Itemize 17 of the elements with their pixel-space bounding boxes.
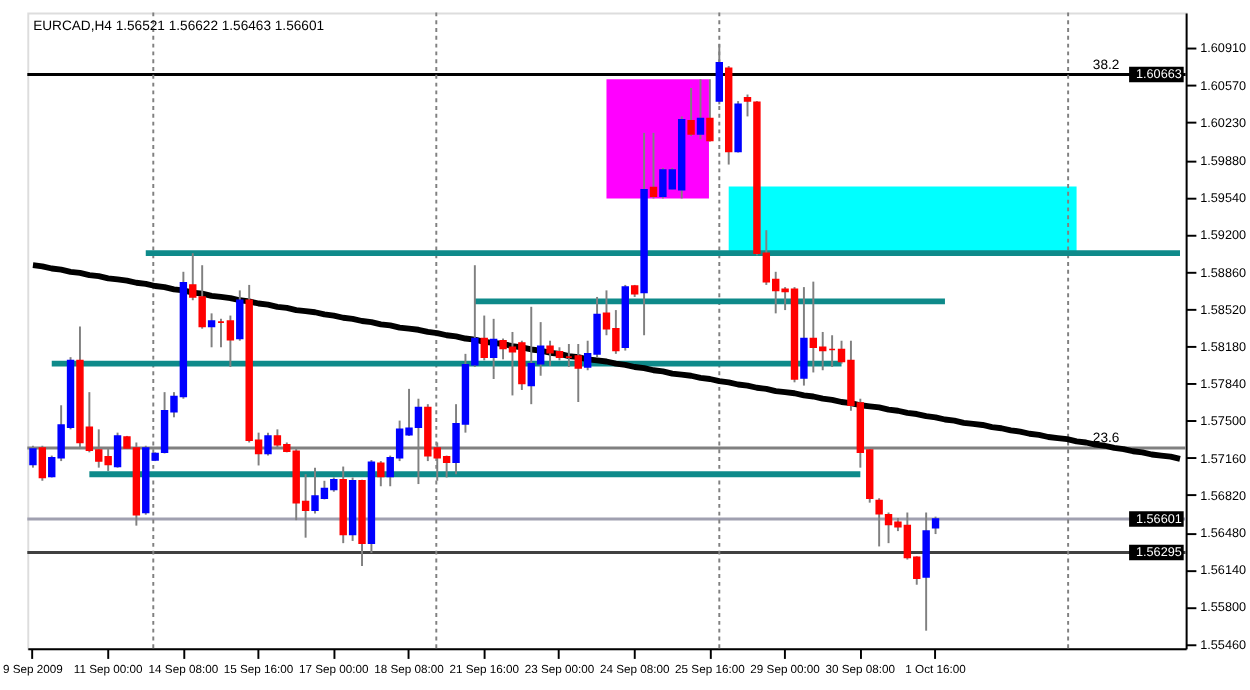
candlestick: [875, 497, 883, 548]
candlestick: [236, 289, 244, 342]
candlestick: [922, 511, 930, 632]
candlestick: [489, 317, 498, 380]
candlestick: [649, 131, 658, 200]
candlestick: [696, 78, 705, 141]
candlestick: [706, 78, 714, 143]
candlestick: [377, 460, 385, 488]
candlestick: [809, 280, 818, 374]
candlestick: [226, 314, 235, 368]
candlestick: [207, 312, 216, 349]
line-series: [30, 262, 1183, 462]
candlestick: [480, 314, 488, 362]
candlestick: [687, 86, 695, 138]
candlestick: [734, 100, 742, 154]
candlestick: [574, 343, 582, 403]
candlestick: [800, 286, 808, 387]
